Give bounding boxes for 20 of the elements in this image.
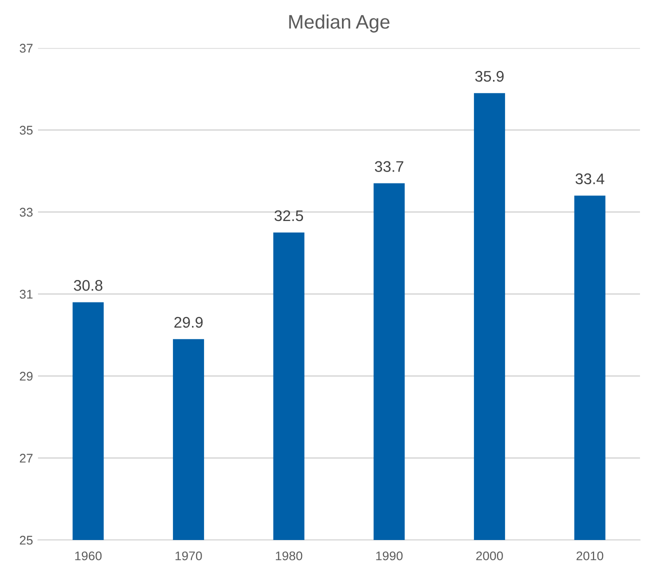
chart-title: Median Age	[289, 14, 390, 33]
x-tick-label: 1990	[376, 551, 403, 560]
y-tick-label: 27	[20, 454, 33, 463]
data-label: 33.7	[374, 161, 404, 172]
y-tick-label: 33	[20, 208, 33, 217]
data-label: 30.8	[74, 280, 102, 291]
y-tick-label: 29	[20, 372, 33, 381]
x-tick-label: 2010	[576, 551, 604, 560]
y-tick-label: 35	[20, 126, 33, 135]
data-label: 29.9	[174, 316, 203, 328]
data-label: 35.9	[475, 70, 504, 82]
data-label: 33.4	[576, 173, 604, 184]
data-label: 32.5	[274, 210, 304, 222]
x-tick-label: 1980	[276, 551, 302, 560]
x-tick-label: 1960	[75, 551, 102, 560]
x-tick-label: 2000	[476, 551, 503, 560]
y-tick-label: 37	[20, 44, 33, 53]
x-tick-label: 1970	[176, 551, 202, 560]
y-tick-label: 31	[20, 290, 33, 299]
y-tick-label: 25	[20, 536, 33, 545]
